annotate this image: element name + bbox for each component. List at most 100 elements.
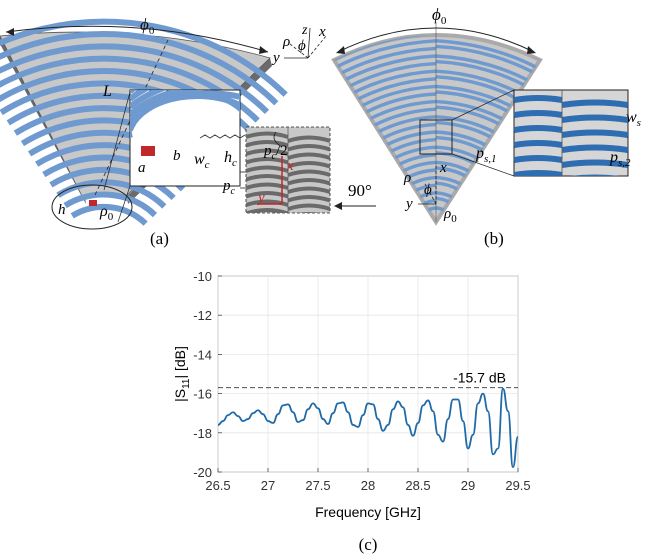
h-label-a: h — [58, 202, 66, 218]
stripe-arc-right — [435, 44, 540, 160]
rotation-arrowhead — [334, 202, 342, 210]
hc-label: hc — [224, 149, 237, 169]
detail-groove-left — [246, 165, 289, 173]
stripe-arc — [0, 43, 270, 115]
stripe-arc — [49, 166, 176, 200]
corrugation-detail: x y — [240, 126, 331, 214]
detail-groove-left — [246, 140, 289, 148]
detail-groove-right — [287, 152, 330, 160]
detail-groove-left — [246, 191, 289, 199]
chart-y-ticks: -10 -12 -14 -16 -18 -20 — [193, 269, 222, 480]
detail-groove-left — [246, 208, 289, 213]
svg-text:ϕ: ϕ — [424, 182, 432, 198]
detail-groove-right — [287, 203, 330, 211]
inset-zoom-b — [513, 89, 629, 177]
detail-groove-right — [287, 169, 330, 177]
rotation-label: 90° — [348, 181, 372, 200]
detail-groove-right — [287, 161, 330, 169]
svg-text:ϕ: ϕ — [298, 38, 306, 54]
detail-groove-left — [246, 148, 289, 156]
inset-strip-left — [514, 155, 563, 163]
y-tick-label: -16 — [193, 387, 212, 402]
x-tick-label: 27 — [261, 478, 275, 493]
stripe-arc — [0, 31, 279, 106]
detail-groove-right — [287, 135, 330, 143]
inset-strip-left — [514, 140, 563, 148]
inset-stripe-arc — [130, 90, 150, 102]
phi0-arrowhead-left-b — [336, 46, 345, 54]
x-tick-label: 29.5 — [505, 478, 530, 493]
detail-groove-right — [287, 144, 330, 152]
inset-stripe-arc — [130, 90, 197, 117]
y-tick-label: -14 — [193, 347, 212, 362]
rho0-label-a: ρ0 — [99, 203, 114, 223]
panel-a: ϕ0 L h ρ0 a b wc hc ρ z x — [0, 15, 376, 248]
svg-text:x: x — [439, 160, 447, 176]
zoom-line-2-b — [451, 153, 515, 177]
series-line — [217, 387, 519, 469]
coordinate-axes-a: ρ z x ϕ y — [271, 23, 327, 66]
zoom-line-1-b — [451, 89, 515, 121]
feed-port-a — [89, 200, 97, 206]
zoom-box-b — [419, 119, 453, 155]
feed-ellipse-a — [51, 184, 133, 230]
phi0-label-b: ϕ0 — [432, 5, 447, 27]
ps1-label: ps,1 — [475, 145, 497, 165]
stripe-arc-left — [334, 46, 437, 162]
stripe-arc-right — [435, 39, 540, 160]
inset-strip-right — [561, 99, 628, 108]
detail-groove-right — [287, 178, 330, 186]
svg-text:y: y — [271, 50, 280, 66]
phi0-arrowhead-left-a — [6, 28, 14, 36]
x-tick-label: 26.5 — [205, 478, 230, 493]
inset-strip-right — [561, 144, 628, 153]
stripe-arc — [70, 203, 148, 226]
inset-zoom-a — [129, 89, 246, 187]
x-axis-label: Frequency [GHz] — [315, 504, 421, 520]
y-tick-label: -18 — [193, 426, 212, 441]
detail-groove-right — [297, 212, 321, 213]
stripe-arc — [0, 18, 288, 97]
zoom-line-2-a — [117, 185, 131, 223]
y-label-detail: y — [256, 190, 265, 206]
detail-groove-left — [246, 174, 289, 182]
x-tick-label: 28 — [361, 478, 375, 493]
svg-text:y: y — [404, 196, 413, 212]
svg-text:ρ: ρ — [282, 34, 290, 50]
length-label-a: L — [102, 83, 112, 100]
inset-stripe-arc — [130, 90, 167, 110]
inset-feed-a — [141, 146, 155, 156]
phi0-arc-b — [337, 27, 535, 53]
inset-strip-left — [514, 170, 563, 176]
svg-text:z: z — [301, 23, 308, 38]
inset-strip-left — [514, 95, 563, 103]
coordinate-axes-b: x y ρ ϕ ρ0 — [403, 160, 457, 225]
detail-groove-right — [287, 186, 330, 194]
detail-groove-left — [246, 131, 289, 139]
inset-strip-right — [561, 129, 628, 138]
detail-groove-left — [246, 182, 289, 190]
inset-strip-right — [561, 159, 628, 168]
stripe-arc-right — [435, 54, 540, 165]
caption-b: (b) — [484, 229, 504, 248]
svg-text:ρ0: ρ0 — [443, 206, 457, 225]
pc-label: pc — [222, 178, 236, 197]
x-tick-label: 29 — [461, 478, 475, 493]
stripe-arc-left — [334, 54, 437, 165]
panel-c: -10 -12 -14 -16 -18 -20 26.5 27 27.5 28 28.5 29 29.… — [172, 269, 531, 554]
chart-series-group — [217, 387, 519, 469]
corrugation-teeth-a — [199, 134, 246, 139]
x-tick-label: 27.5 — [305, 478, 330, 493]
pc-half-label: pc/2 — [263, 143, 288, 162]
chart-grid — [217, 275, 519, 473]
inset-strip-right — [561, 114, 628, 123]
caption-c: (c) — [359, 535, 378, 554]
y-tick-label: -12 — [193, 308, 212, 323]
detail-groove-right — [287, 195, 330, 203]
inset-strip-left — [514, 110, 563, 118]
svg-text:x: x — [318, 24, 326, 40]
x-tick-label: 28.5 — [405, 478, 430, 493]
a-label: a — [138, 160, 146, 176]
phi0-arrowhead-right-a — [259, 46, 268, 54]
